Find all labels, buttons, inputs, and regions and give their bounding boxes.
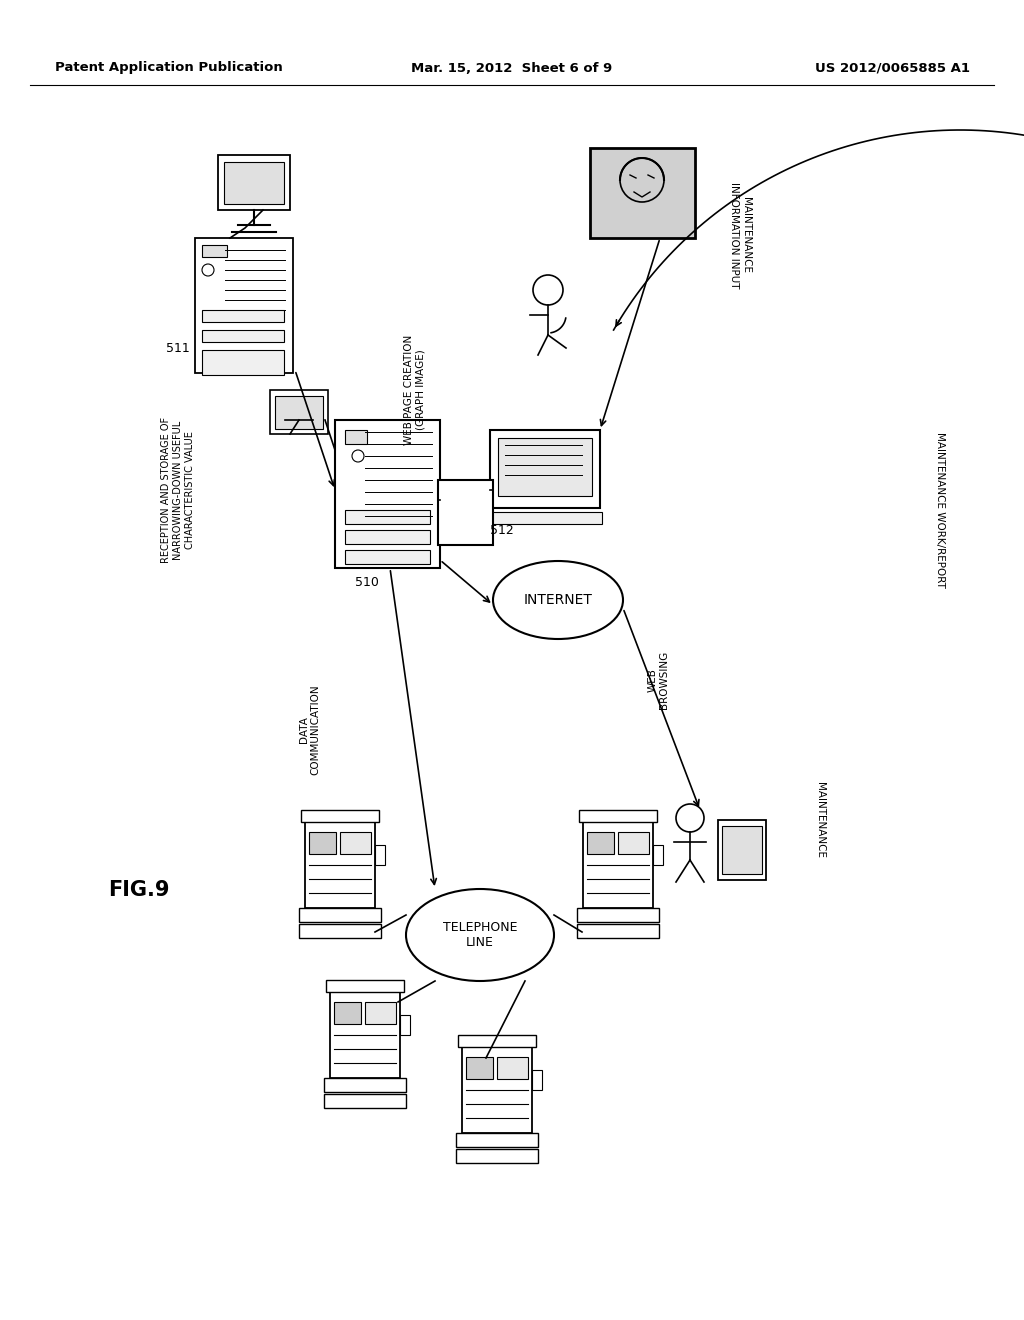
Bar [299,908,381,921]
Bar [587,832,614,854]
Text: WEB PAGE CREATION
(GRAPH IMAGE): WEB PAGE CREATION (GRAPH IMAGE) [404,335,426,445]
Text: Mar. 15, 2012  Sheet 6 of 9: Mar. 15, 2012 Sheet 6 of 9 [412,62,612,74]
Bar [456,1133,538,1147]
Bar [583,820,653,908]
Bar [202,310,284,322]
Bar [456,1148,538,1163]
Bar [202,246,227,257]
Bar [195,238,293,374]
Bar [590,148,695,238]
Bar [532,1071,542,1090]
Bar [335,420,440,568]
Text: MAINTENANCE
INFORMATION INPUT: MAINTENANCE INFORMATION INPUT [729,182,751,288]
Bar [345,430,367,444]
Text: RECEPTION AND STORAGE OF
NARROWING-DOWN USEFUL
CHARACTERISTIC VALUE: RECEPTION AND STORAGE OF NARROWING-DOWN … [162,417,195,564]
Ellipse shape [406,888,554,981]
Bar [345,510,430,524]
Text: DATA
COMMUNICATION: DATA COMMUNICATION [299,685,321,775]
Bar [275,396,323,429]
Ellipse shape [493,561,623,639]
Bar [497,1057,528,1078]
Bar [718,820,766,880]
Bar [309,832,336,854]
Bar [270,389,328,434]
Bar [577,924,659,939]
Bar [577,908,659,921]
Bar [202,350,284,375]
Bar [330,990,400,1078]
Bar [340,832,371,854]
Text: 511: 511 [166,342,190,355]
Bar [345,531,430,544]
Bar [218,154,290,210]
Bar [326,979,404,993]
Text: FIG.9: FIG.9 [108,880,170,900]
Text: Patent Application Publication: Patent Application Publication [55,62,283,74]
Text: US 2012/0065885 A1: US 2012/0065885 A1 [815,62,970,74]
Bar [618,832,649,854]
Text: MAINTENANCE WORK/REPORT: MAINTENANCE WORK/REPORT [935,432,945,587]
Bar [334,1002,361,1024]
Bar [400,1015,410,1035]
Bar [375,845,385,865]
Bar [202,330,284,342]
Bar [488,512,602,524]
Bar [466,1057,493,1078]
Text: INTERNET: INTERNET [523,593,593,607]
Text: MAINTENANCE: MAINTENANCE [815,781,825,858]
Bar [458,1035,536,1047]
Bar [345,550,430,564]
Bar [722,826,762,874]
Text: 512: 512 [490,524,514,536]
Bar [365,1002,396,1024]
Bar [462,1045,532,1133]
Bar [490,430,600,508]
Text: 510: 510 [355,576,379,589]
Bar [324,1078,406,1092]
Bar [305,820,375,908]
Bar [324,1094,406,1107]
Bar [653,845,663,865]
Bar [299,924,381,939]
Bar [579,810,657,822]
Text: WEB
BROWSING: WEB BROWSING [647,651,669,709]
Bar [301,810,379,822]
Bar [224,162,284,205]
Bar [498,438,592,496]
Text: TELEPHONE
LINE: TELEPHONE LINE [442,921,517,949]
Bar [438,480,493,545]
